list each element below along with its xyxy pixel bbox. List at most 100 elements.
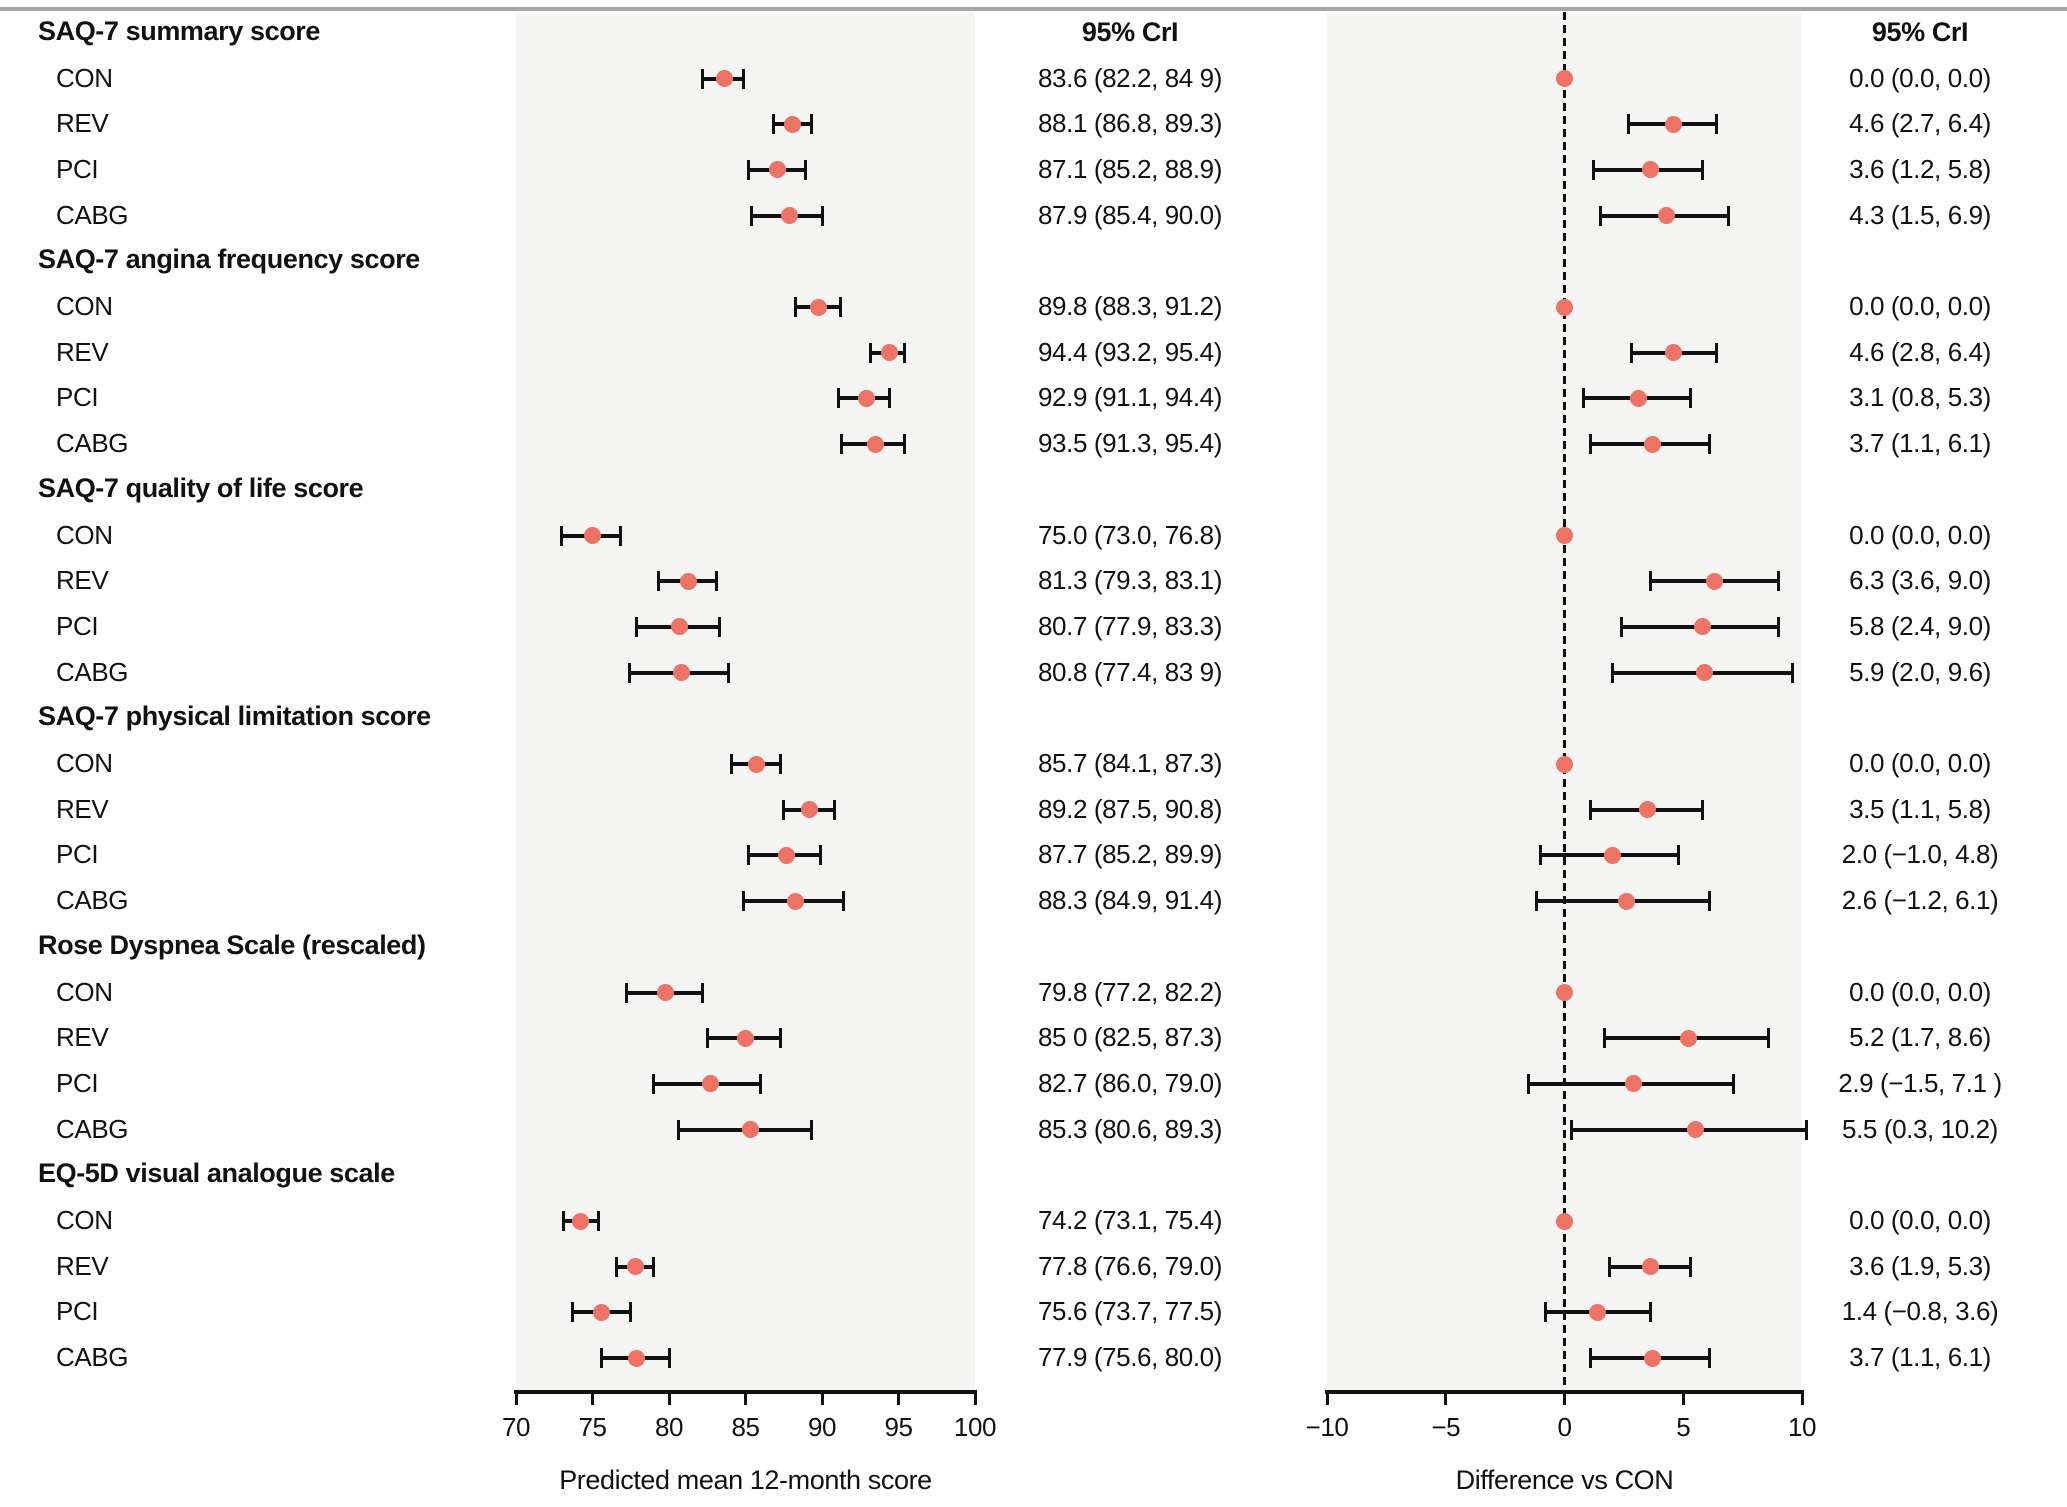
ci-whisker-cap-right <box>717 616 721 637</box>
mean-dot <box>1679 1029 1697 1047</box>
ci-text-right: 3.7 (1.1, 6.1) <box>1849 1342 1991 1373</box>
ci-text-right: 3.7 (1.1, 6.1) <box>1849 428 1991 459</box>
ci-text-left: 87.7 (85.2, 89.9) <box>1038 839 1222 870</box>
mean-dot <box>741 1121 759 1139</box>
ci-text-left: 82.7 (86.0, 79.0) <box>1038 1067 1222 1098</box>
ci-text-left: 87.9 (85.4, 90.0) <box>1038 199 1222 230</box>
row-label: CABG <box>56 656 129 687</box>
ci-whisker-cap-right <box>838 297 842 318</box>
ci-text-left: 87.1 (85.2, 88.9) <box>1038 153 1222 184</box>
ci-text-right: 6.3 (3.6, 9.0) <box>1849 565 1991 596</box>
mean-dot <box>1665 344 1683 362</box>
mean-dot <box>626 1258 644 1276</box>
ci-text-right: 0.0 (0.0, 0.0) <box>1849 291 1991 322</box>
ci-whisker-cap-left <box>1539 845 1543 866</box>
ci-text-right: 5.8 (2.4, 9.0) <box>1849 610 1991 641</box>
mean-dot <box>571 1212 589 1230</box>
ci-whisker-cap-right <box>1715 114 1718 135</box>
mean-dot <box>1589 1303 1607 1321</box>
ci-text-right: 0.0 (0.0, 0.0) <box>1849 62 1991 93</box>
ci-whisker-cap-right <box>701 982 705 1003</box>
ci-text-right: 1.4 (−0.8, 3.6) <box>1841 1296 1999 1327</box>
row-label: REV <box>56 108 109 139</box>
section-header: Rose Dyspnea Scale (rescaled) <box>38 929 426 960</box>
row-label: PCI <box>56 839 99 870</box>
ci-whisker-cap-right <box>618 525 622 546</box>
mean-dot <box>1556 298 1573 316</box>
ci-whisker-cap-right <box>1688 388 1692 409</box>
x-axis-tick <box>820 1394 824 1405</box>
mean-dot <box>593 1303 611 1321</box>
row-label: PCI <box>56 153 99 184</box>
mean-dot <box>680 572 698 590</box>
mean-dot <box>672 664 690 682</box>
ci-whisker-cap-right <box>779 1028 783 1049</box>
ci-text-left: 93.5 (91.3, 95.4) <box>1038 428 1222 459</box>
mean-dot <box>1556 984 1573 1002</box>
ci-whisker-cap-right <box>727 662 731 683</box>
ci-whisker-cap-right <box>1648 1302 1652 1323</box>
mean-dot <box>671 618 689 636</box>
ci-text-left: 88.1 (86.8, 89.3) <box>1038 108 1222 139</box>
ci-whisker-cap-left <box>747 845 751 866</box>
x-axis-tick-label: 95 <box>884 1412 913 1442</box>
x-axis-tick <box>1800 1394 1804 1405</box>
ci-whisker-cap-right <box>809 1119 813 1140</box>
ci-whisker-cap-left <box>1527 1073 1531 1094</box>
row-label: CABG <box>56 199 129 230</box>
ci-text-right: 3.6 (1.9, 5.3) <box>1849 1250 1991 1281</box>
ci-text-right: 4.6 (2.8, 6.4) <box>1849 336 1991 367</box>
ci-whisker-cap-left <box>652 1073 656 1094</box>
ci-whisker-cap-right <box>1688 1256 1692 1277</box>
mean-dot <box>1686 1121 1704 1139</box>
ci-whisker-cap-right <box>1776 571 1780 592</box>
ci-whisker-cap-right <box>759 1073 763 1094</box>
ci-whisker-cap-right <box>1707 891 1711 912</box>
row-label: CON <box>56 1205 113 1236</box>
ci-text-right: 5.2 (1.7, 8.6) <box>1849 1022 1991 1053</box>
top-rule <box>0 7 2067 11</box>
ci-whisker-cap-right <box>1707 434 1711 455</box>
x-axis-tick <box>591 1394 594 1405</box>
ci-whisker-cap-right <box>629 1302 633 1323</box>
mean-dot <box>737 1029 754 1047</box>
ci-whisker-cap-right <box>820 205 824 226</box>
ci-whisker-cap-left <box>1627 114 1631 135</box>
mean-dot <box>715 70 733 88</box>
mean-dot <box>1556 1212 1573 1230</box>
ci-whisker-cap-left <box>624 982 628 1003</box>
mean-dot <box>857 389 875 407</box>
mean-dot <box>1624 1075 1642 1093</box>
ci-text-left: 85.3 (80.6, 89.3) <box>1038 1113 1222 1144</box>
ci-text-left: 79.8 (77.2, 82.2) <box>1038 976 1222 1007</box>
ci-text-right: 0.0 (0.0, 0.0) <box>1849 976 1991 1007</box>
ci-text-right: 3.1 (0.8, 5.3) <box>1849 382 1991 413</box>
x-axis-tick <box>973 1394 977 1405</box>
ci-text-left: 77.9 (75.6, 80.0) <box>1038 1342 1222 1373</box>
ci-whisker-cap-left <box>615 1256 619 1277</box>
row-label: PCI <box>56 382 99 413</box>
x-axis-tick <box>897 1394 900 1405</box>
mean-dot <box>1641 1258 1659 1276</box>
mean-dot <box>1639 801 1657 819</box>
mean-dot <box>778 846 796 864</box>
ci-text-left: 81.3 (79.3, 83.1) <box>1038 565 1222 596</box>
zero-reference-line <box>1563 12 1566 1390</box>
ci-text-right: 5.9 (2.0, 9.6) <box>1849 656 1991 687</box>
ci-whisker-cap-left <box>1544 1302 1547 1323</box>
mean-dot <box>784 115 802 133</box>
row-label: PCI <box>56 610 99 641</box>
ci-text-left: 75.0 (73.0, 76.8) <box>1038 519 1222 550</box>
mean-dot <box>1705 572 1723 590</box>
ci-text-left: 83.6 (82.2, 84 9) <box>1038 62 1222 93</box>
ci-whisker-cap-left <box>771 114 775 135</box>
row-label: CON <box>56 519 113 550</box>
mean-dot <box>747 755 765 773</box>
mean-dot <box>1641 161 1659 179</box>
ci-whisker-cap-left <box>635 616 639 637</box>
mean-dot <box>1658 207 1676 225</box>
ci-whisker-cap-right <box>1776 616 1780 637</box>
mean-dot <box>657 984 675 1002</box>
ci-whisker-cap-left <box>600 1348 604 1369</box>
ci-text-right: 0.0 (0.0, 0.0) <box>1849 519 1991 550</box>
